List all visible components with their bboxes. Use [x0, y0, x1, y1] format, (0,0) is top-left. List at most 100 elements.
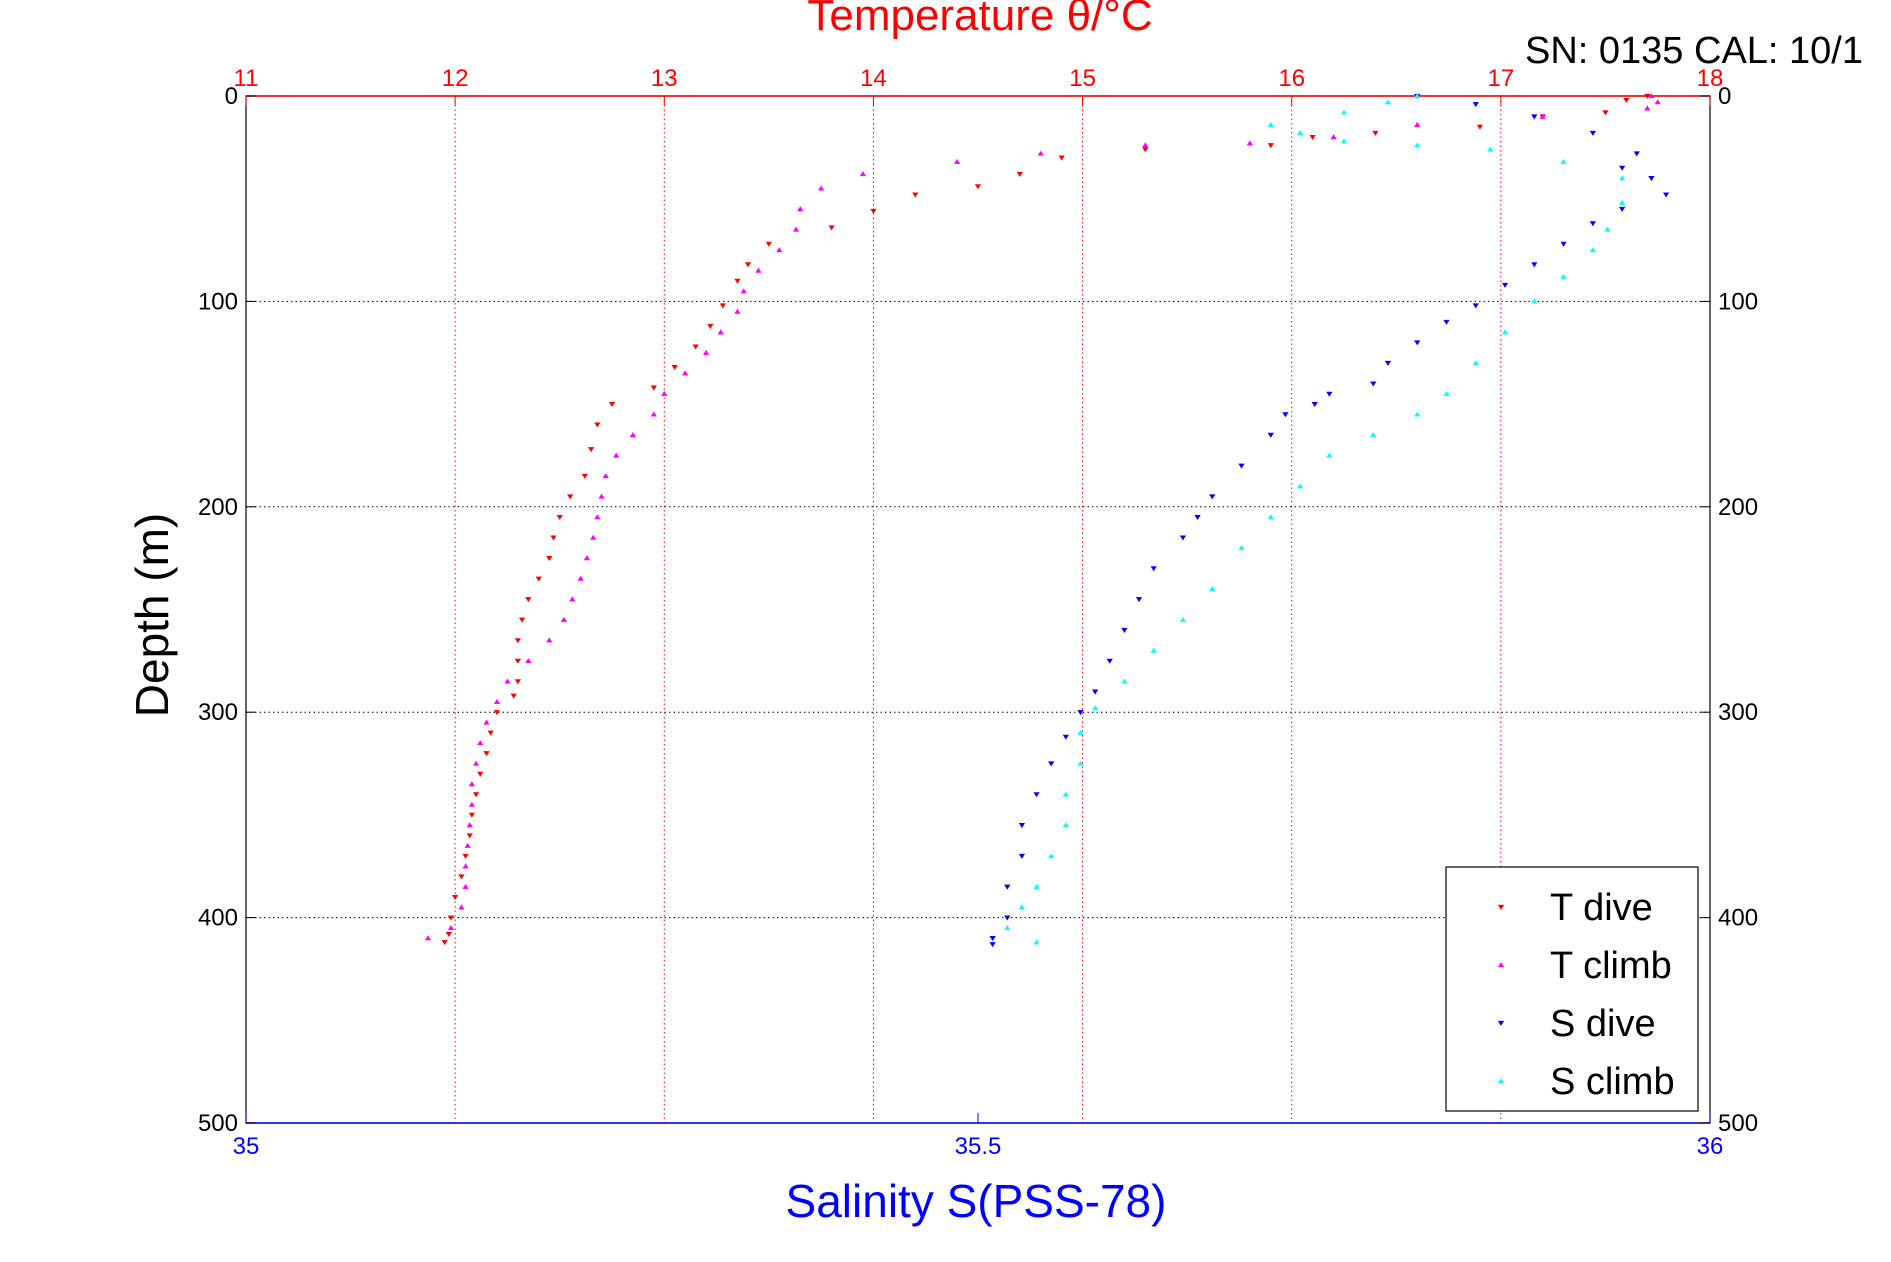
data-point [556, 514, 563, 520]
data-point [1037, 150, 1044, 156]
data-point [447, 915, 455, 921]
data-point [581, 473, 588, 479]
data-point [1501, 329, 1509, 335]
data-point [550, 535, 557, 541]
data-point [525, 657, 532, 663]
x-top-tick-label: 14 [860, 65, 887, 92]
data-point [989, 942, 996, 948]
data-point [466, 822, 473, 828]
data-point [483, 719, 490, 725]
data-point [1077, 760, 1084, 766]
data-point [859, 171, 867, 177]
data-point [583, 555, 591, 561]
data-point [1016, 171, 1023, 177]
data-point [1539, 113, 1546, 119]
data-point [1142, 147, 1149, 153]
data-point [1501, 282, 1509, 288]
data-point [472, 792, 480, 798]
x-top-tick-label: 16 [1278, 65, 1305, 92]
data-point [1443, 390, 1450, 396]
data-point [466, 833, 473, 839]
data-point [1077, 710, 1084, 716]
data-point [1619, 175, 1626, 181]
chart-title: Temperature θ/°C [807, 0, 1152, 40]
axis-ticks: 0 0 100 100 200 200 300 300 400 400 500 500 11 12 13 14… [198, 65, 1758, 1160]
data-point [468, 812, 476, 818]
y-tick-label-right: 0 [1718, 83, 1731, 110]
x-top-tick-label: 18 [1697, 65, 1724, 92]
data-point [1121, 678, 1128, 684]
data-point [1633, 151, 1640, 157]
series-t-dive [441, 93, 1651, 946]
data-point [1414, 411, 1421, 417]
data-point [717, 329, 724, 335]
data-point [464, 842, 471, 848]
data-point [594, 514, 601, 520]
data-point [468, 781, 476, 787]
data-point [1309, 134, 1316, 140]
data-point [1370, 381, 1377, 387]
y-axis-label: Depth (m) [126, 513, 178, 717]
data-point [1443, 319, 1450, 325]
data-point [472, 760, 480, 766]
data-point [1560, 158, 1567, 164]
x-top-tick-label: 12 [442, 65, 469, 92]
data-point [452, 894, 459, 900]
data-point [1150, 647, 1157, 653]
data-point [1142, 142, 1149, 148]
data-point [1267, 432, 1274, 438]
data-point [650, 411, 657, 417]
data-point [1018, 853, 1026, 859]
data-point [1619, 199, 1626, 205]
data-point [608, 401, 616, 408]
data-point [1091, 705, 1099, 711]
data-point [912, 192, 919, 198]
data-point [569, 596, 576, 602]
data-point [468, 801, 476, 807]
data-point [1589, 221, 1597, 227]
x-top-tick-label: 13 [651, 65, 678, 92]
data-point [1209, 494, 1216, 500]
data-point [1091, 689, 1099, 695]
data-point [493, 699, 501, 705]
data-point [1654, 99, 1661, 105]
data-point [1004, 924, 1011, 930]
legend-entry-label: T climb [1550, 945, 1672, 987]
data-point [613, 452, 620, 458]
data-point [594, 422, 601, 428]
data-point [1062, 734, 1069, 740]
data-point [707, 323, 714, 329]
data-point [1662, 192, 1670, 198]
data-point [1531, 262, 1538, 268]
data-point [1619, 165, 1626, 171]
data-point [1531, 298, 1538, 304]
data-point [1048, 761, 1055, 767]
chart-subtitle: SN: 0135 CAL: 10/1 [1525, 30, 1863, 72]
legend-marker [1497, 962, 1505, 968]
data-point [598, 493, 605, 499]
legend-marker [1497, 1078, 1505, 1084]
data-point [1602, 110, 1609, 116]
data-point [1414, 340, 1421, 346]
data-point [1648, 176, 1655, 182]
data-point [1194, 514, 1201, 520]
data-point [1476, 124, 1484, 130]
data-point [477, 740, 484, 746]
data-point [1238, 544, 1245, 550]
data-point [692, 344, 699, 350]
data-point [765, 241, 772, 247]
data-point [734, 308, 741, 314]
data-point [1648, 93, 1655, 99]
data-point [1121, 627, 1128, 633]
x-top-tick-label: 15 [1069, 65, 1096, 92]
data-point [1644, 105, 1651, 111]
data-point [1018, 904, 1026, 910]
data-point [493, 710, 501, 716]
x-axis-label-bottom: Salinity S(PSS-78) [786, 1175, 1167, 1227]
data-point [441, 940, 448, 946]
data-point [989, 936, 996, 942]
data-point [1384, 360, 1392, 366]
y-tick-label-left: 0 [225, 83, 238, 110]
data-point [1004, 884, 1011, 890]
